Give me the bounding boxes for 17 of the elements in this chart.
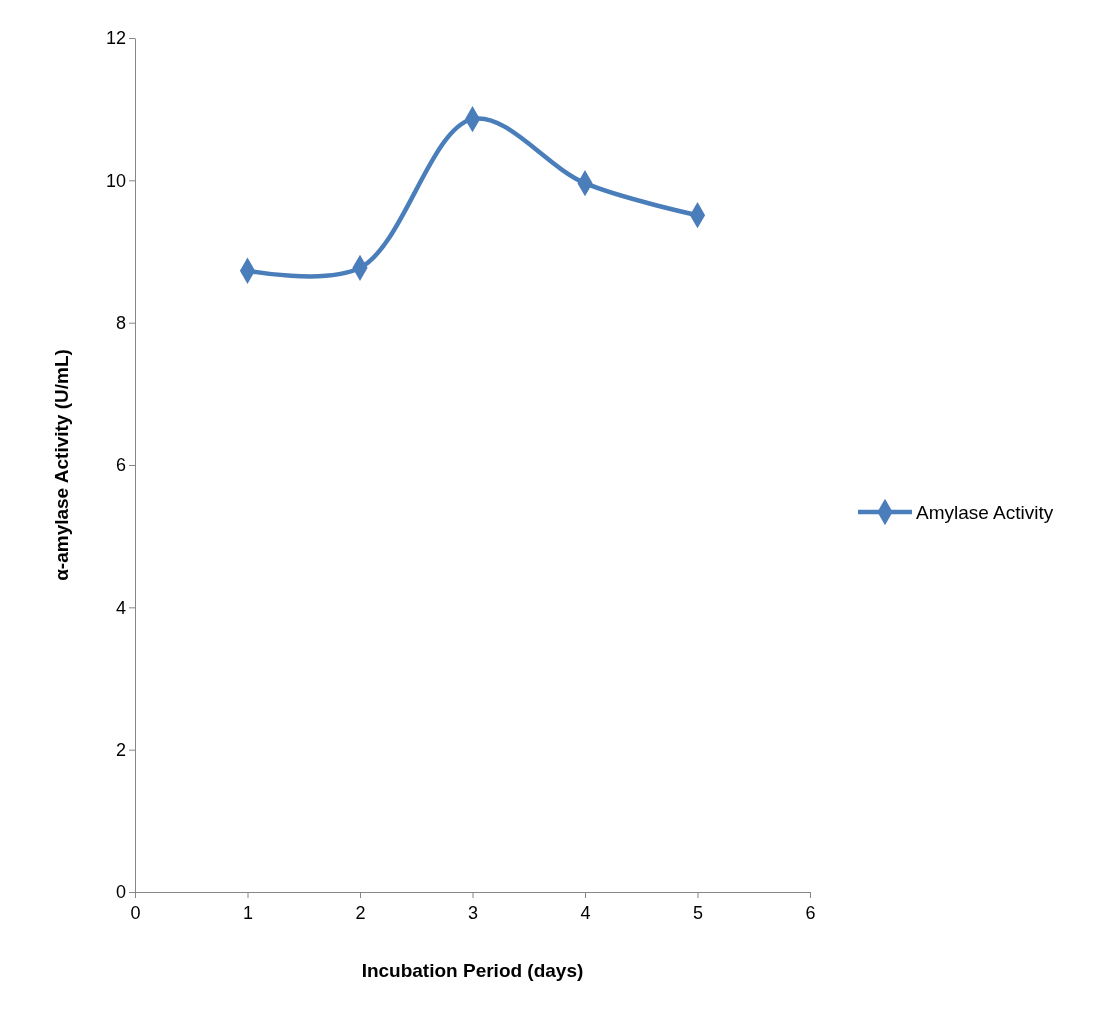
x-tick-label: 5 [692, 903, 704, 923]
y-tick-label: 6 [115, 455, 126, 476]
x-tick-label: 2 [355, 903, 366, 923]
legend-label: Amylase Activity [916, 501, 1054, 523]
x-tick-label: 3 [467, 903, 479, 923]
y-axis-title: α-amylase Activity (U/mL) [51, 349, 72, 581]
x-tick-label: 1 [242, 903, 254, 923]
y-tick-label: 4 [115, 597, 126, 618]
y-tick-label: 2 [115, 739, 126, 760]
y-tick-label: 8 [115, 312, 126, 333]
x-tick-label: 6 [805, 903, 816, 923]
y-tick-label: 12 [105, 28, 126, 49]
x-tick-label: 0 [130, 903, 141, 923]
y-tick-label: 10 [105, 170, 126, 191]
x-tick-label: 4 [580, 903, 591, 923]
x-axis-title: Incubation Period (days) [361, 960, 584, 981]
y-tick-label: 0 [115, 882, 126, 903]
